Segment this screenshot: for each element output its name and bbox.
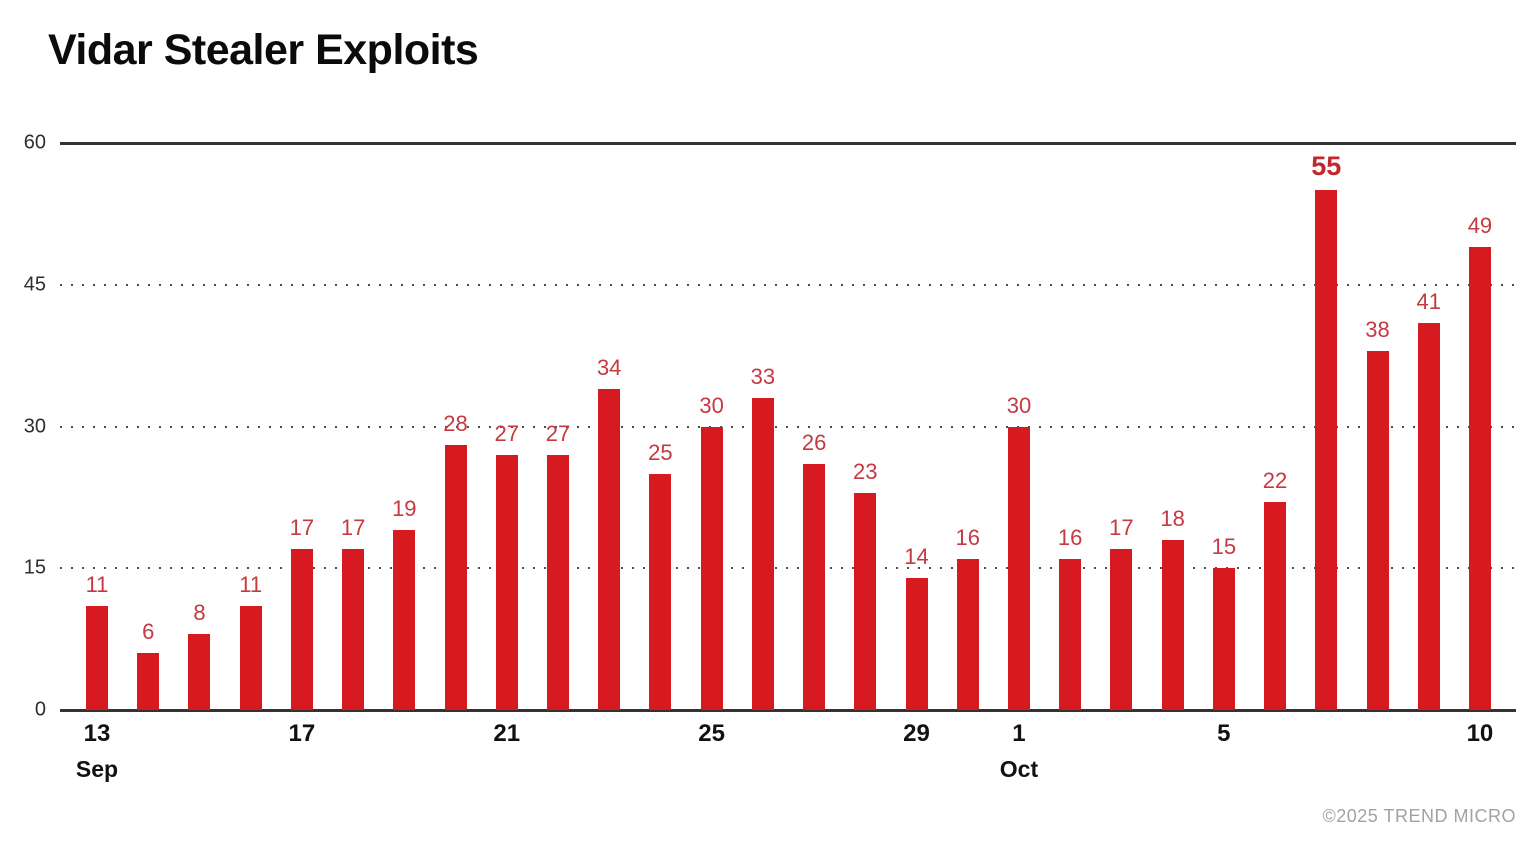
- bar-value-label: 30: [1006, 392, 1032, 418]
- bar-oct-9: [1417, 322, 1440, 710]
- bar-value-label: 26: [801, 430, 827, 456]
- bar-value-label: 41: [1416, 288, 1441, 314]
- x-axis-tick-label: 10: [1466, 720, 1494, 747]
- gridline-y60: [60, 141, 1516, 145]
- bar-value-label: 17: [1109, 515, 1134, 541]
- bar-value-label: 16: [955, 524, 980, 550]
- bar-sep-17: [290, 549, 313, 710]
- month-label-oct: Oct: [999, 756, 1039, 782]
- bar-sep-30: [956, 558, 979, 710]
- bar-sep-29: [905, 577, 928, 710]
- bar-value-label: 38: [1365, 316, 1390, 342]
- chart-title: Vidar Stealer Exploits: [48, 26, 479, 74]
- bar-sep-27: [803, 464, 826, 710]
- bar-sep-18: [342, 549, 365, 710]
- bar-value-label: 8: [193, 600, 206, 626]
- bar-oct-10: [1468, 246, 1491, 710]
- gridline-y15: [60, 567, 1516, 570]
- bar-value-label: 18: [1160, 505, 1185, 531]
- bar-sep-25: [700, 426, 723, 710]
- bar-value-label: 34: [596, 354, 622, 380]
- bar-value-label: 25: [648, 439, 673, 465]
- y-axis-tick-label: 30: [23, 415, 46, 437]
- y-axis-tick-label: 45: [23, 273, 46, 296]
- bar-sep-15: [188, 634, 211, 710]
- y-axis-tick-label: 0: [34, 698, 46, 721]
- attribution-text: ©2025 TREND MICRO: [1322, 806, 1516, 826]
- bar-value-label: 6: [142, 619, 155, 645]
- bar-value-label: 28: [443, 411, 468, 437]
- bar-sep-16: [239, 606, 262, 710]
- month-label-sep: Sep: [75, 756, 119, 782]
- bar-sep-28: [854, 492, 877, 710]
- bar-value-label: 23: [853, 458, 878, 484]
- bar-oct-2: [1059, 558, 1082, 710]
- y-axis-tick-label: 15: [23, 556, 46, 579]
- gridline-y45: [60, 283, 1516, 286]
- bar-value-label: 16: [1057, 524, 1083, 550]
- gridline-y30: [60, 425, 1516, 428]
- x-axis-tick-label: 17: [288, 720, 316, 747]
- bar-oct-7: [1315, 190, 1338, 710]
- bar-sep-21: [495, 454, 518, 710]
- bar-value-label: 11: [239, 572, 263, 598]
- x-axis-tick-label: 25: [698, 720, 725, 747]
- x-axis-tick-label: 13: [83, 720, 111, 747]
- bar-sep-24: [649, 473, 672, 710]
- bar-value-label: 33: [750, 364, 776, 390]
- x-axis-tick-label: 21: [493, 720, 521, 747]
- bar-value-label: 17: [340, 515, 366, 541]
- bar-value-label: 19: [392, 496, 417, 522]
- bar-value-label: 15: [1211, 534, 1237, 560]
- bar-value-label: 22: [1262, 468, 1288, 494]
- bar-oct-8: [1366, 350, 1389, 710]
- plot-area: 0 15 30 45 60 11 6 8 11 17 17 19 28 27 27 34 25 30 33 26 23 1…: [24, 132, 1516, 782]
- bar-oct-5: [1212, 568, 1235, 710]
- bar-oct-1: [1007, 426, 1030, 710]
- bar-value-label: 17: [289, 515, 315, 541]
- bar-sep-20: [444, 445, 467, 710]
- bar-value-label: 14: [904, 543, 929, 569]
- x-axis-tick-label: 29: [903, 720, 930, 747]
- bar-value-label: 30: [699, 392, 724, 418]
- y-axis-tick-label: 60: [23, 131, 46, 154]
- bar-value-label: 27: [545, 420, 571, 446]
- gridline-y0: [60, 708, 1516, 712]
- x-axis-tick-label: 1: [1012, 720, 1026, 747]
- bar-sep-14: [137, 653, 160, 710]
- bar-oct-3: [1110, 549, 1133, 710]
- bar-sep-13: [86, 606, 108, 710]
- bar-sep-19: [393, 530, 416, 710]
- bar-sep-26: [751, 398, 774, 710]
- bar-oct-4: [1161, 539, 1184, 710]
- bar-value-label: 55: [1311, 151, 1342, 182]
- bar-value-label: 49: [1467, 212, 1493, 238]
- x-axis-tick-label: 5: [1217, 720, 1231, 747]
- bar-oct-6: [1264, 502, 1287, 710]
- bar-sep-22: [546, 454, 569, 710]
- bar-value-label: 11: [85, 572, 109, 598]
- bar-sep-23: [598, 388, 621, 710]
- bar-value-label: 27: [494, 420, 519, 446]
